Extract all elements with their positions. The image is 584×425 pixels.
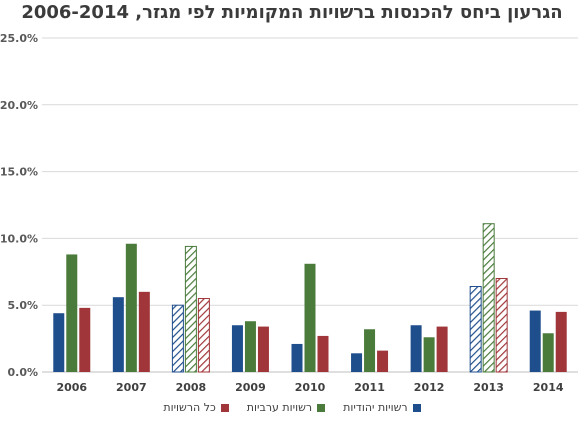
bar-2007-series-2 (138, 291, 150, 372)
bar-2007-series-0 (112, 297, 124, 372)
bar-2012-series-2 (436, 326, 448, 372)
bar-2010-series-2 (317, 335, 329, 372)
bar-2006-series-2 (79, 307, 91, 372)
y-tick-label: 5.0% (7, 299, 38, 312)
bar-2012-series-1 (423, 337, 435, 372)
bar-2012-series-0 (410, 325, 422, 372)
legend-label: רשויות ערביות (246, 401, 313, 414)
bar-2014-series-1 (542, 333, 554, 372)
bar-2006-series-0 (53, 313, 65, 372)
legend-label: כל הרשויות (163, 401, 216, 414)
x-tick-label: 2008 (176, 381, 207, 394)
bar-2008-series-0 (171, 304, 184, 373)
bar-2006-series-1 (66, 254, 78, 372)
bar-2008-series-1 (184, 245, 197, 373)
legend-item: כל הרשויות (163, 401, 229, 414)
bar-2013-series-2 (495, 277, 508, 373)
x-tick-label: 2013 (473, 381, 504, 394)
x-tick-label: 2009 (235, 381, 266, 394)
chart-legend: רשויות יהודיות רשויות ערביות כל הרשויות (0, 401, 584, 414)
legend-item: רשויות ערביות (246, 401, 326, 414)
x-tick-label: 2012 (414, 381, 445, 394)
bar-2014-series-0 (529, 310, 541, 372)
x-tick-label: 2014 (533, 381, 564, 394)
legend-label: רשויות יהודיות (343, 401, 408, 414)
x-tick-label: 2011 (354, 381, 385, 394)
x-tick-label: 2006 (56, 381, 87, 394)
bar-2011-series-2 (377, 350, 389, 372)
bar-2009-series-1 (244, 321, 256, 372)
bar-2008-series-2 (197, 298, 210, 373)
x-tick-label: 2007 (116, 381, 147, 394)
x-tick-label: 2010 (295, 381, 326, 394)
bar-2014-series-2 (555, 311, 567, 372)
bar-2009-series-2 (257, 326, 269, 372)
legend-swatch (317, 403, 326, 412)
bar-2013-series-1 (482, 223, 495, 373)
bar-2011-series-1 (364, 329, 376, 372)
bar-2011-series-0 (351, 353, 363, 372)
chart-title: הגרעון ביחס להכנסות ברשויות המקומיות לפי… (21, 2, 563, 23)
legend-swatch (412, 403, 421, 412)
bar-2007-series-1 (125, 243, 137, 372)
legend-item: רשויות יהודיות (343, 401, 421, 414)
y-tick-label: 15.0% (0, 166, 38, 179)
legend-swatch (220, 403, 229, 412)
y-tick-label: 20.0% (0, 99, 38, 112)
bar-2010-series-0 (291, 343, 303, 372)
y-tick-label: 25.0% (0, 32, 38, 45)
y-tick-label: 10.0% (0, 232, 38, 245)
bar-2013-series-0 (469, 285, 482, 373)
y-tick-label: 0.0% (7, 366, 38, 379)
bar-2009-series-0 (231, 325, 243, 372)
bar-2010-series-1 (304, 263, 316, 372)
